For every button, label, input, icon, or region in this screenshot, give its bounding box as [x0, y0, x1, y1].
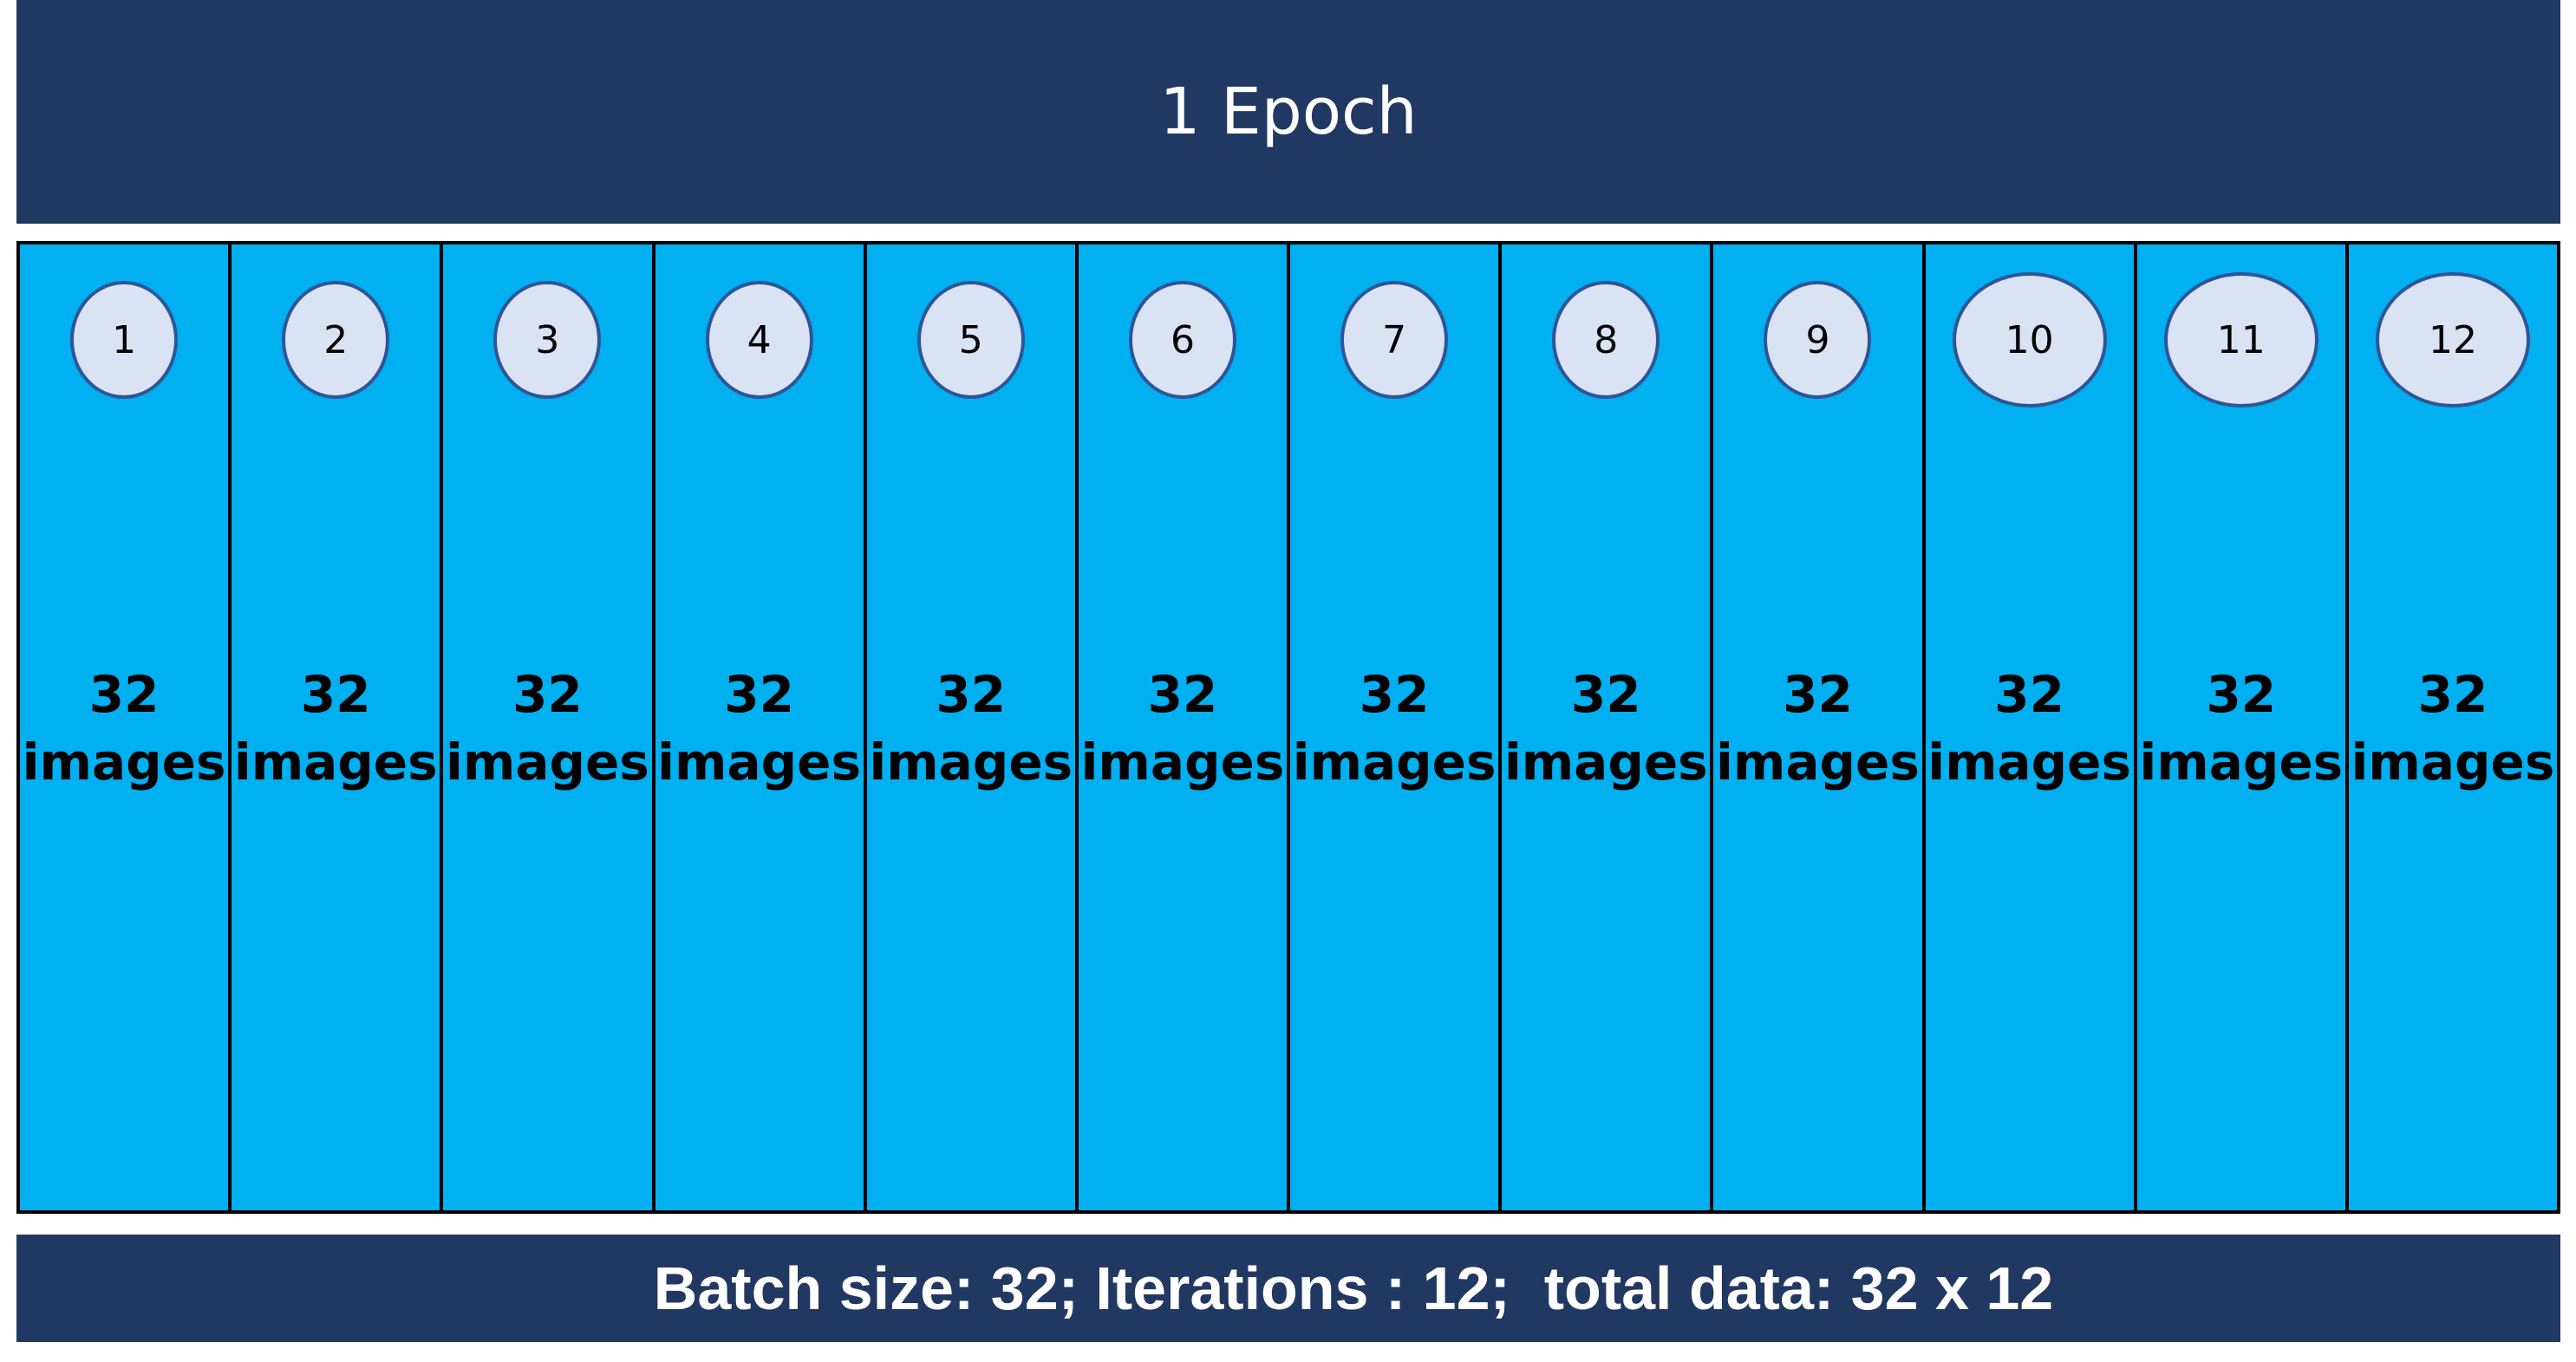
batch-unit: images	[657, 733, 862, 792]
batch-unit: images	[2351, 733, 2555, 792]
batch-size-label: 32 images	[1079, 661, 1287, 796]
batch-number-badge: 5	[916, 281, 1025, 399]
batch-10: 10 32 images	[1921, 241, 2137, 1214]
batch-2: 2 32 images	[228, 241, 444, 1214]
batch-4: 4 32 images	[651, 241, 867, 1214]
batch-number-badge: 9	[1764, 281, 1872, 399]
batch-count: 32	[936, 665, 1007, 724]
batch-unit: images	[1716, 733, 1920, 792]
batch-size-label: 32 images	[2349, 661, 2557, 796]
batch-size-label: 32 images	[1290, 661, 1498, 796]
batch-unit: images	[233, 733, 438, 792]
summary-footer: Batch size: 32; Iterations : 12; total d…	[16, 1235, 2560, 1342]
batch-size-label: 32 images	[1713, 661, 1921, 796]
batch-9: 9 32 images	[1710, 241, 1926, 1214]
batch-size-label: 32 images	[232, 661, 440, 796]
batch-size-label: 32 images	[2137, 661, 2345, 796]
batch-12: 12 32 images	[2344, 241, 2561, 1214]
summary-text: Batch size: 32; Iterations : 12; total d…	[653, 1254, 2054, 1322]
batch-3: 3 32 images	[440, 241, 655, 1214]
batch-unit: images	[446, 733, 649, 792]
batch-count: 32	[512, 665, 583, 724]
batch-1: 1 32 images	[16, 241, 232, 1214]
batch-number-badge: 7	[1340, 281, 1449, 399]
batch-8: 8 32 images	[1498, 241, 1714, 1214]
batch-6: 6 32 images	[1074, 241, 1291, 1214]
batch-size-label: 32 images	[655, 661, 864, 796]
batch-size-label: 32 images	[867, 661, 1075, 796]
batch-unit: images	[2139, 733, 2344, 792]
batch-unit: images	[1503, 733, 1708, 792]
batch-number-badge: 1	[70, 281, 179, 399]
epoch-header: 1 Epoch	[16, 0, 2560, 224]
batch-count: 32	[724, 665, 794, 724]
batch-5: 5 32 images	[863, 241, 1079, 1214]
batch-unit: images	[22, 733, 226, 792]
batch-unit: images	[869, 733, 1073, 792]
batch-count: 32	[1359, 665, 1430, 724]
batch-number-badge: 10	[1952, 272, 2107, 407]
batch-number-badge: 3	[493, 281, 602, 399]
batch-size-label: 32 images	[1926, 661, 2134, 796]
batch-7: 7 32 images	[1287, 241, 1503, 1214]
batch-count: 32	[1994, 665, 2064, 724]
batch-number-badge: 8	[1552, 281, 1660, 399]
batch-unit: images	[1080, 733, 1285, 792]
batch-count: 32	[300, 665, 371, 724]
batch-11: 11 32 images	[2133, 241, 2349, 1214]
batch-number-badge: 11	[2163, 272, 2318, 407]
batch-count: 32	[2417, 665, 2488, 724]
batch-count: 32	[1783, 665, 1853, 724]
batch-unit: images	[1292, 733, 1497, 792]
batch-size-label: 32 images	[1502, 661, 1710, 796]
batch-unit: images	[1927, 733, 2132, 792]
epoch-title: 1 Epoch	[1159, 75, 1418, 149]
batch-count: 32	[1570, 665, 1641, 724]
batch-number-badge: 4	[705, 281, 813, 399]
batch-count: 32	[88, 665, 160, 724]
batch-count: 32	[2206, 665, 2277, 724]
batch-number-badge: 12	[2375, 272, 2530, 407]
batch-size-label: 32 images	[20, 661, 228, 796]
batch-number-badge: 2	[282, 281, 390, 399]
batch-count: 32	[1147, 665, 1218, 724]
batch-number-badge: 6	[1128, 281, 1236, 399]
batch-strip: 1 32 images 2 32 images 3 32 images 4 32…	[16, 241, 2561, 1214]
batch-size-label: 32 images	[443, 661, 651, 796]
